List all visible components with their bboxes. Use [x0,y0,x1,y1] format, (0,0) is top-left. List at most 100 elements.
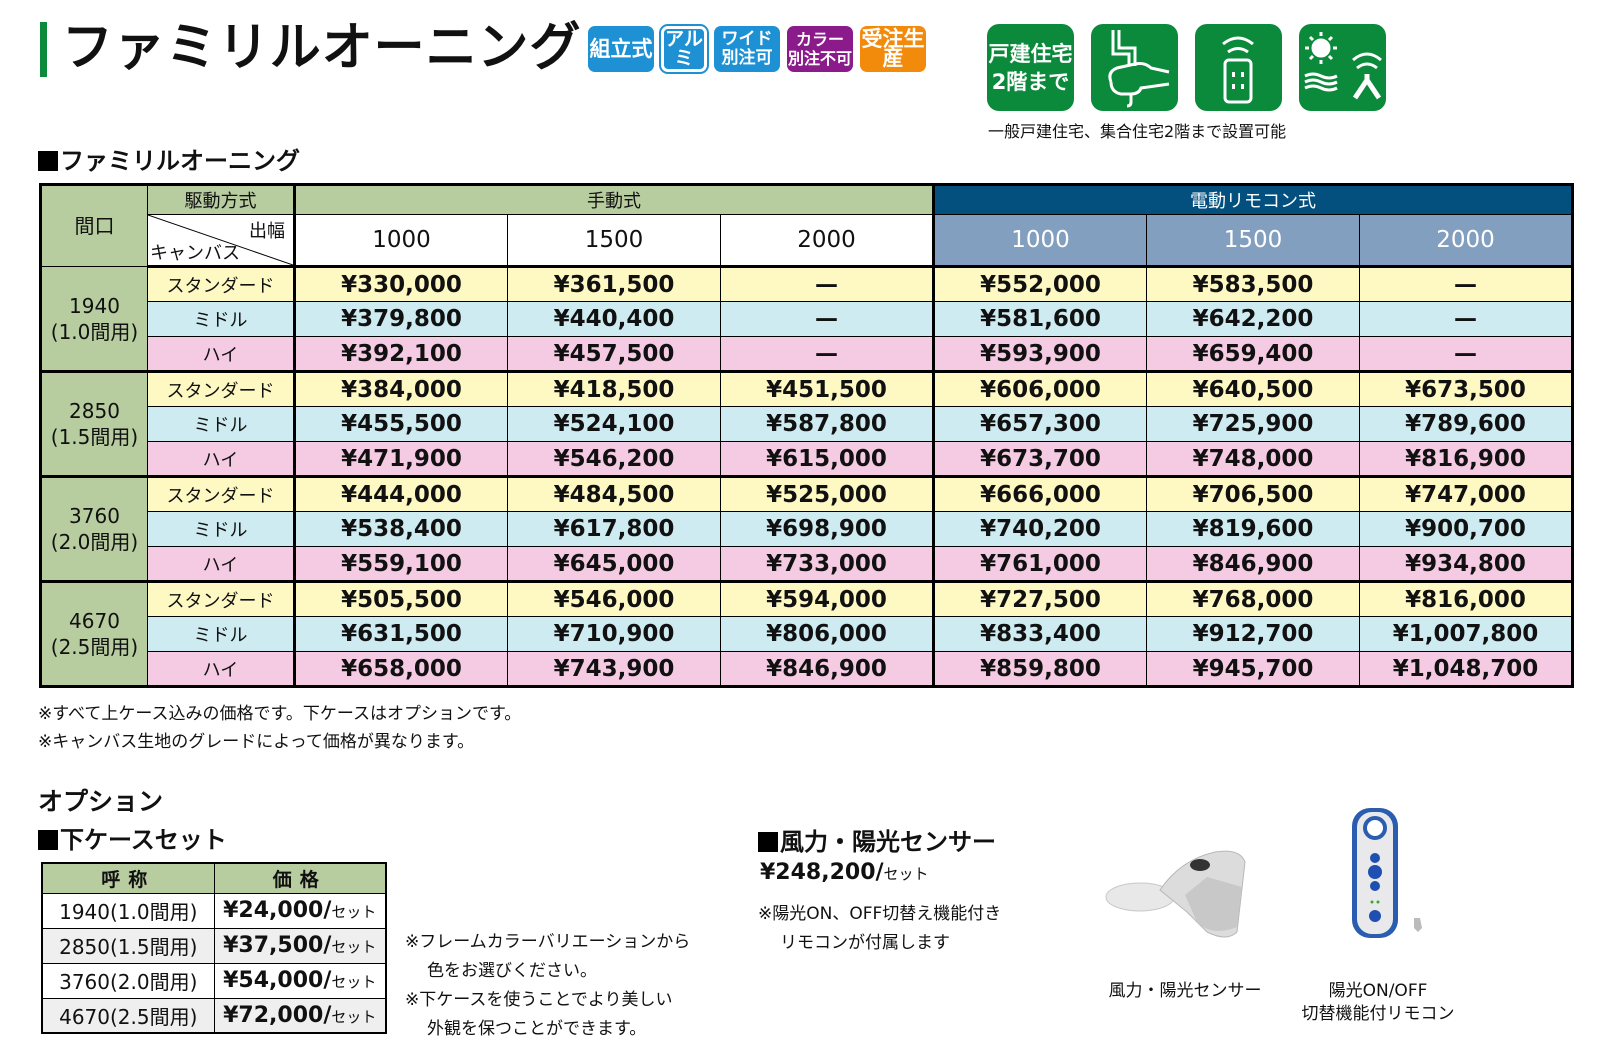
title-accent-bar [40,22,47,77]
row-canvas-grade: スタンダード [147,475,295,512]
price-cell-electric: ¥581,600 [932,301,1147,337]
section-title-text: 風力・陽光センサー [780,828,996,856]
row-canvas-grade: スタンダード [147,370,295,407]
price-cell-electric: ¥552,000 [932,266,1147,302]
icon-text: 2階まで [991,69,1070,94]
price-cell-electric: ¥740,200 [932,511,1147,547]
table-row: 2850(1.5間用) ¥37,500/セット [41,927,387,964]
maguchi-width: 4670 [69,609,120,633]
note-line: ※すべて上ケース込みの価格です。下ケースはオプションです。 [38,704,522,724]
feature-caption: 一般戸建住宅、集合住宅2階まで設置可能 [988,122,1287,141]
row-canvas-grade: ミドル [147,616,295,652]
square-bullet-icon [38,151,58,171]
header-width-2000-electric: 2000 [1359,214,1573,268]
header-projection: 出幅 [249,221,285,242]
badge-made-to-order: 受注生産 [860,26,926,72]
price-cell-manual: ¥594,000 [720,580,934,617]
badge-line: 別注不可 [787,49,852,68]
lower-case-table: 呼称 価格 1940(1.0間用) ¥24,000/セット 2850(1.5間用… [41,862,387,1034]
row-name: 2850(1.5間用) [41,927,215,964]
square-bullet-icon [38,830,58,850]
table-row: 2850 (1.5間用) スタンダード ¥384,000 ¥418,500 ¥451,50… [40,370,1573,477]
badge-line: ワイド [721,29,773,49]
table-row: ハイ ¥471,900 ¥546,200 ¥615,000 ¥673,700 ¥748,0… [41,441,1573,477]
price-cell-manual: — [720,336,934,372]
header-drive-type: 駆動方式 [147,184,295,215]
price-cell-electric: ¥642,200 [1146,301,1360,337]
price-unit: セット [331,903,377,921]
row-canvas-grade: ハイ [147,441,295,477]
price-cell-electric: ¥912,700 [1146,616,1360,652]
feature-icons: 戸建住宅 2階まで [987,24,1386,111]
price-cell-manual: ¥392,100 [293,336,508,372]
price-cell-electric: ¥934,800 [1359,546,1573,582]
section-title-text: ファミリルオーニング [60,147,300,175]
header-width-1000-electric: 1000 [932,214,1147,268]
row-maguchi: 1940 (1.0間用) [40,266,148,372]
price-cell-electric: ¥747,000 [1359,475,1573,512]
price-cell-manual: ¥379,800 [293,301,508,337]
price-cell-manual: ¥444,000 [293,475,508,512]
price-cell-manual: ¥361,500 [507,266,721,302]
table-row: 3760 (2.0間用) スタンダード ¥444,000 ¥484,500 ¥525,00… [40,475,1573,582]
price-cell-electric: ¥816,000 [1359,580,1573,617]
price-cell-electric: ¥593,900 [932,336,1147,372]
price-cell-manual: ¥505,500 [293,580,508,617]
table-row: ハイ ¥559,100 ¥645,000 ¥733,000 ¥761,000 ¥846,9… [41,546,1573,582]
price-table-title: ファミリルオーニング [38,141,300,176]
table-row: ミドル ¥379,800 ¥440,400— ¥581,600 ¥642,200— [41,301,1573,337]
price-cell-electric: — [1359,266,1573,302]
feature-badges: 組立式 アルミ ワイド 別注可 カラー 別注不可 受注生産 [588,24,926,74]
header-canvas: キャンバス [150,243,240,264]
lower-case-title: 下ケースセット [38,820,227,855]
price-cell-electric: ¥1,048,700 [1359,651,1573,687]
maguchi-width: 3760 [69,504,120,528]
header-electric-remote: 電動リモコン式 [932,184,1573,215]
table-row: ハイ ¥392,100 ¥457,500— ¥593,900 ¥659,400— [41,336,1573,372]
note-line: 色をお選びください。 [427,961,597,981]
options-title: オプション [38,787,164,816]
row-name: 1940(1.0間用) [41,892,215,929]
maguchi-span: (1.5間用) [50,425,139,449]
price-cell-electric: ¥748,000 [1146,441,1360,477]
remote-control-icon [1195,24,1282,111]
section-title-text: 下ケースセット [60,826,227,854]
price-cell-manual: ¥471,900 [293,441,508,477]
price-cell-electric: ¥768,000 [1146,580,1360,617]
price-unit: セット [331,938,377,956]
hand-crank-icon [1091,24,1178,111]
price-cell-manual: ¥440,400 [507,301,721,337]
price-cell-manual: ¥846,900 [720,651,934,687]
maguchi-width: 1940 [69,293,120,318]
row-canvas-grade: ミドル [147,511,295,547]
page-title: ファミリルオーニング [62,18,582,78]
price-cell-manual: ¥615,000 [720,441,934,477]
price-cell-manual: ¥710,900 [507,616,721,652]
sun-wind-sensor-icon [1299,24,1386,111]
badge-line: 別注可 [721,48,773,68]
price-cell-manual: ¥538,400 [293,511,508,547]
price-cell-manual: ¥484,500 [507,475,721,512]
header-width-1500-electric: 1500 [1146,214,1360,268]
header-width-2000: 2000 [720,214,934,268]
note-line: ※キャンバス生地のグレードによって価格が異なります。 [38,732,475,752]
note-line: ※陽光ON、OFF切替え機能付き [758,904,1002,924]
row-price: ¥54,000/セット [213,962,387,999]
header-price: 価格 [213,862,387,894]
header-name: 呼称 [41,862,215,894]
row-canvas-grade: ハイ [147,336,295,372]
row-price: ¥72,000/セット [213,997,387,1034]
price-cell-electric: ¥761,000 [932,546,1147,582]
maguchi-width: 2850 [69,399,120,423]
maguchi-span: (2.5間用) [50,635,139,659]
row-canvas-grade: ミドル [147,406,295,442]
row-canvas-grade: ハイ [147,651,295,687]
header-maguchi: 間口 [40,184,148,267]
price-unit: セット [883,865,929,883]
price-cell-manual: ¥524,100 [507,406,721,442]
row-canvas-grade: ハイ [147,546,295,582]
wind-sun-sensor-image [1100,835,1260,949]
lower-case-notes: ※フレームカラーバリエーションから 色をお選びください。 ※下ケースを使うことで… [405,928,690,1044]
header-diagonal-cell: 出幅 キャンバス [147,214,295,268]
price-cell-manual: ¥559,100 [293,546,508,582]
